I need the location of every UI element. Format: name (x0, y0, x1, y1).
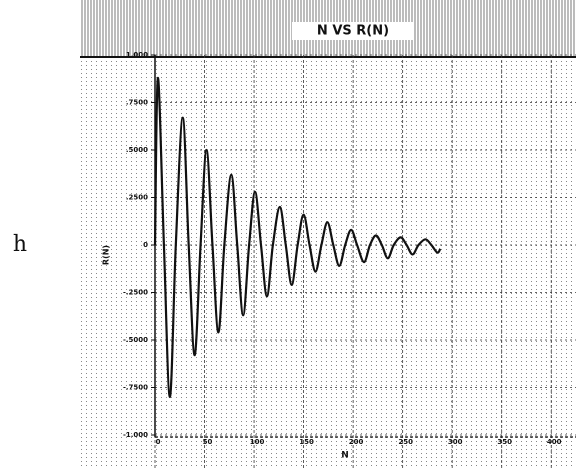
y-tick-label: .2500 (126, 194, 148, 202)
x-tick-label: 300 (448, 438, 463, 446)
y-tick-label: -.2500 (123, 289, 148, 297)
y-tick-label: -.7500 (123, 384, 148, 392)
chart-title: N VS R(N) (317, 24, 389, 39)
data-line (153, 76, 442, 399)
y-tick-label: -1.000 (123, 431, 148, 439)
x-tick-label: 150 (299, 438, 314, 446)
plot-texture (80, 57, 576, 469)
x-tick-label: 250 (398, 438, 413, 446)
y-axis-label: R(N) (102, 245, 111, 265)
y-tick-label: .5000 (126, 146, 148, 154)
y-tick-label: 1.000 (126, 51, 148, 59)
y-tick-label: 0 (143, 241, 148, 249)
x-tick-label: 400 (547, 438, 562, 446)
y-tick-label: -.5000 (123, 336, 148, 344)
x-tick-label: 200 (349, 438, 364, 446)
x-axis-label: N (341, 451, 349, 461)
y-tick-label: .7500 (126, 99, 148, 107)
x-tick-label: 100 (250, 438, 265, 446)
x-tick-label: 50 (203, 438, 213, 446)
panel-label: h (13, 232, 27, 257)
x-tick-label: 350 (497, 438, 512, 446)
x-tick-label: 0 (156, 438, 161, 446)
title-box (292, 22, 414, 40)
